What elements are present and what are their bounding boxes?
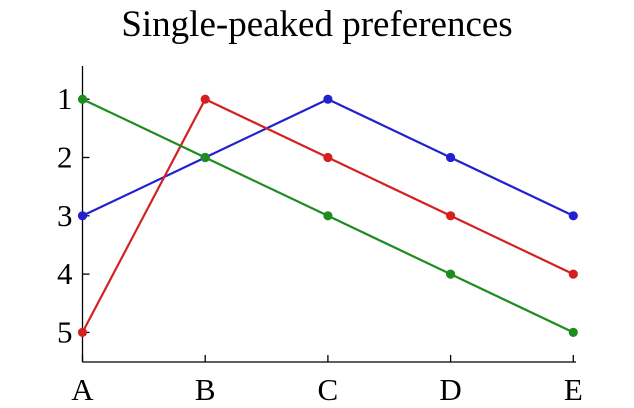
y-tick-label-1: 1	[57, 81, 73, 116]
data-point-green-preference-D	[446, 269, 456, 279]
data-point-blue-preference-D	[446, 152, 456, 163]
x-tick-label-A: A	[71, 372, 94, 407]
data-point-red-preference-A	[77, 327, 88, 337]
data-point-red-preference-D	[446, 211, 456, 221]
data-point-red-preference-E	[568, 269, 578, 279]
chart-title: Single-peaked preferences	[121, 4, 513, 45]
x-tick-label-C: C	[318, 372, 339, 407]
data-point-green-preference-B	[200, 152, 210, 163]
data-point-green-preference-C	[323, 211, 333, 221]
x-tick-label-E: E	[564, 372, 583, 407]
y-tick-label-2: 2	[57, 140, 73, 175]
y-tick-label-5: 5	[57, 314, 73, 349]
y-tick-label-4: 4	[57, 256, 73, 291]
x-tick-label-B: B	[195, 372, 216, 407]
data-point-green-preference-A	[77, 94, 88, 104]
y-tick-label-3: 3	[57, 198, 73, 233]
data-point-blue-preference-A	[77, 211, 88, 221]
data-point-red-preference-C	[323, 152, 333, 163]
x-tick-label-D: D	[439, 372, 461, 407]
data-point-blue-preference-C	[323, 94, 333, 104]
data-point-blue-preference-E	[568, 211, 578, 221]
data-point-green-preference-E	[568, 327, 578, 337]
data-point-red-preference-B	[200, 94, 210, 104]
